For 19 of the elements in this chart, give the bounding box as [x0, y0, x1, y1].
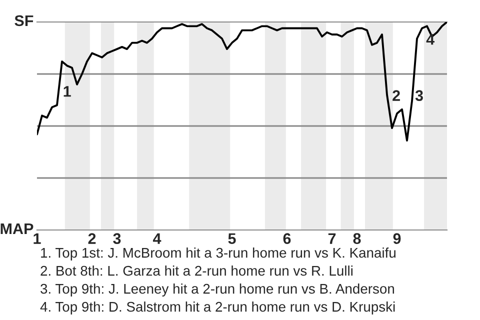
text: MAP — [0, 223, 34, 234]
x-tick-label: 1 — [34, 233, 41, 244]
x-tick-label: 8 — [353, 233, 361, 244]
annotation: 1 — [64, 86, 71, 97]
text: 1. Top 1st: J. McBroom hit a 3-run home run vs K. Kanaifu — [41, 248, 396, 260]
annotation: 3 — [415, 90, 423, 102]
x-tick-label: 7 — [328, 233, 336, 244]
x-tick-label: 4 — [152, 233, 162, 244]
x-tick-label: 5 — [228, 233, 236, 244]
x-tick-label: 9 — [393, 233, 401, 244]
text: 2. Bot 8th: L. Garza hit a 2-run home run vs R. Lulli — [40, 266, 352, 276]
annotation: 2 — [392, 90, 400, 101]
text: 4. Top 9th: D. Salstrom hit a 2-run home run vs D. Krupski — [40, 302, 395, 314]
x-tick-label: 6 — [283, 233, 291, 244]
text: 3. Top 9th: J. Leeney hit a 2-run home run vs B. Anderson — [40, 284, 394, 296]
x-tick-label: 3 — [113, 233, 121, 244]
annotation: 4 — [426, 34, 435, 45]
x-tick-label: 2 — [88, 233, 96, 244]
text: SF — [14, 15, 34, 26]
